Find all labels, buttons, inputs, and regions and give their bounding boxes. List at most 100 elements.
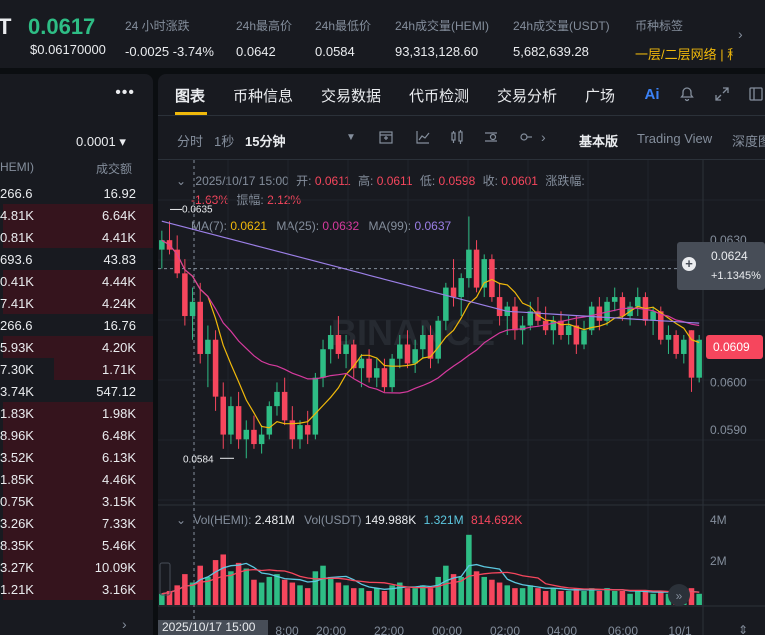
order-book-row[interactable]: 1.85K 4.46K <box>0 468 153 490</box>
volume-bar <box>358 588 365 605</box>
plus-icon[interactable]: + <box>682 257 696 271</box>
row-amount: 1.83K <box>0 406 34 421</box>
order-book-row[interactable]: 8.96K 6.48K <box>0 424 153 446</box>
volume-bar <box>304 588 311 605</box>
interval-dropdown-icon[interactable]: ▼ <box>346 132 356 143</box>
pair-name[interactable]: T <box>0 14 12 39</box>
volume-bar <box>381 590 388 605</box>
chevron-right-icon[interactable]: › <box>738 26 743 42</box>
line-chart-icon[interactable] <box>415 129 431 148</box>
tab-square[interactable]: 广场 <box>585 88 616 105</box>
settings-sliders-icon[interactable] <box>483 129 499 148</box>
volume-bar <box>489 579 495 605</box>
tab-trade-analysis[interactable]: 交易分析 <box>497 88 558 105</box>
tag-link[interactable]: 一层/二层网络 | 种 <box>635 47 733 62</box>
order-book-row[interactable]: 4.81K 6.64K <box>0 204 153 226</box>
order-book-row[interactable]: 0.81K 4.41K <box>0 226 153 248</box>
interval-line[interactable]: 分时 <box>177 134 204 149</box>
order-book-row[interactable]: 0.75K 3.15K <box>0 490 153 512</box>
order-book-row[interactable]: 1.83K 1.98K <box>0 402 153 424</box>
ai-icon[interactable]: Ai <box>644 86 660 103</box>
volume-bar <box>527 585 534 605</box>
candle-type-icon[interactable] <box>449 129 465 148</box>
expand-icon[interactable] <box>713 86 731 104</box>
chevron-right-icon[interactable]: › <box>122 616 127 632</box>
view-depth[interactable]: 深度图 <box>732 134 765 149</box>
candle-body <box>281 391 288 421</box>
x-axis-label: 22:00 <box>374 624 404 635</box>
tab-token-check[interactable]: 代币检测 <box>409 88 470 105</box>
row-total: 4.41K <box>102 230 136 245</box>
candle-body <box>688 330 695 378</box>
chevron-right-icon[interactable]: › <box>541 129 546 145</box>
order-book-row[interactable]: 3.27K 10.09K <box>0 556 153 578</box>
order-book-row[interactable]: 1.21K 3.16K <box>0 578 153 600</box>
volusd-label: Vol(USDT) <box>304 513 362 527</box>
volume-bar <box>235 562 242 605</box>
volume-bar <box>658 590 664 605</box>
volume-bar <box>650 593 656 605</box>
order-book-row[interactable]: 693.6 43.83 <box>0 248 153 270</box>
volume-bar <box>619 590 626 605</box>
price-chart[interactable]: BINANCE0.06350.05840.06300.06000.05904M2… <box>158 160 765 635</box>
volume-bar <box>558 590 564 605</box>
candle-body <box>473 249 480 288</box>
candle-body <box>374 368 380 378</box>
order-book-row[interactable]: 266.6 16.92 <box>0 182 153 204</box>
order-book-row[interactable]: 5.93K 4.20K <box>0 336 153 358</box>
collapse-icon[interactable]: ⌄ <box>176 174 187 188</box>
order-book-row[interactable]: 3.52K 6.13K <box>0 446 153 468</box>
row-total: 3.15K <box>102 494 136 509</box>
order-book-row[interactable]: 3.26K 7.33K <box>0 512 153 534</box>
row-total: 4.24K <box>102 296 136 311</box>
ohlc-change-label: 涨跌幅: <box>545 174 585 188</box>
tick-size-select[interactable]: 0.0001 ▾ <box>76 134 126 149</box>
collapse-icon[interactable]: ⌄ <box>176 513 187 527</box>
depth-bar <box>3 292 153 314</box>
ma99-line <box>161 220 700 324</box>
order-book-row[interactable]: 8.35K 5.46K <box>0 534 153 556</box>
ma25-line <box>161 239 700 394</box>
order-book-row[interactable]: 7.30K 1.71K <box>0 358 153 380</box>
candle-body <box>435 320 441 359</box>
interval-15m[interactable]: 15分钟 <box>245 134 286 149</box>
row-total: 7.33K <box>102 516 136 531</box>
volume-bar <box>281 579 288 605</box>
tab-coin-info[interactable]: 币种信息 <box>233 88 294 105</box>
order-book-row[interactable]: 3.74K 547.12 <box>0 380 153 402</box>
volume-legend: ⌄ Vol(HEMI): 2.481M Vol(USDT) 149.988K 1… <box>176 513 522 527</box>
candle-body <box>619 297 626 317</box>
volume-bar <box>174 585 180 605</box>
tab-trade-data[interactable]: 交易数据 <box>321 88 382 105</box>
row-total: 10.09K <box>94 560 136 575</box>
volume-bar <box>389 585 395 605</box>
candle-body <box>327 335 334 350</box>
candle-body <box>335 335 342 354</box>
depth-bar <box>3 578 153 600</box>
more-icon[interactable]: ••• <box>115 84 135 101</box>
volume-bar <box>542 590 549 605</box>
stat-value: 0.0584 <box>315 44 355 59</box>
candle-body <box>588 306 595 331</box>
volume-bar <box>320 565 326 605</box>
drawing-tool-icon[interactable] <box>518 129 534 148</box>
row-amount: 1.85K <box>0 472 34 487</box>
order-book-row[interactable]: 266.6 16.76 <box>0 314 153 336</box>
last-price-usd: $0.06170000 <box>30 42 106 57</box>
view-tradingview[interactable]: Trading View <box>637 131 713 146</box>
x-axis-label: 00:00 <box>432 624 462 635</box>
stat-24h-change: 24 小时涨跌 -0.0025 -3.74% <box>125 17 214 59</box>
order-book-row[interactable]: 0.41K 4.44K <box>0 270 153 292</box>
order-book-row[interactable]: 7.41K 4.24K <box>0 292 153 314</box>
tab-chart[interactable]: 图表 <box>175 88 206 105</box>
indicator-settings-icon[interactable] <box>378 129 394 148</box>
interval-1s[interactable]: 1秒 <box>214 134 235 149</box>
volume-axis-label: 2M <box>710 554 727 568</box>
bell-icon[interactable] <box>678 86 696 104</box>
volume-bar <box>573 588 580 605</box>
stat-tags: 币种标签 一层/二层网络 | 种 <box>635 17 733 63</box>
view-basic[interactable]: 基本版 <box>579 134 619 149</box>
candle-body <box>634 297 641 307</box>
ma25-label: MA(25): <box>276 219 320 233</box>
layout-icon[interactable] <box>747 86 765 104</box>
